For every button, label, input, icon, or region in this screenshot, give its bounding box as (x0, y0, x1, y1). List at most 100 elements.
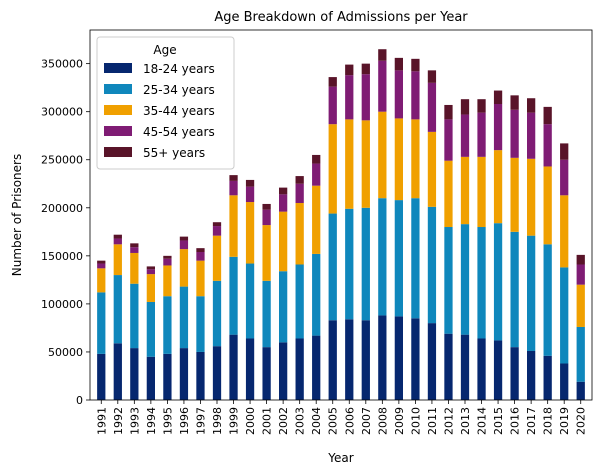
bar-segment (212, 346, 222, 400)
bar-segment (411, 198, 420, 319)
bar-segment (543, 106, 552, 125)
x-tick-label: 2007 (360, 407, 373, 435)
bar-segment (279, 342, 288, 400)
bar-segment (146, 266, 155, 270)
bar-segment (229, 175, 238, 181)
bar-segment (411, 119, 420, 199)
bar-segment (394, 57, 403, 71)
bar-segment (576, 284, 585, 327)
bar-segment (576, 326, 585, 382)
x-axis-title: Year (327, 451, 353, 465)
x-tick-label: 1995 (161, 407, 174, 435)
legend-items: 18-24 years 25-34 years 35-44 years 45-54 y… (104, 62, 215, 160)
bar-segment (229, 256, 238, 335)
bar-segment (328, 77, 337, 87)
bar-segment (460, 99, 470, 115)
y-tick-label: 350000 (41, 58, 83, 71)
bar-segment (196, 296, 205, 352)
bar-segment (130, 243, 139, 248)
bar-segment (460, 224, 470, 335)
bar-segment (444, 227, 453, 334)
x-tick-label: 2013 (459, 407, 472, 435)
bar-segment (477, 227, 486, 339)
bar-segment (477, 112, 486, 157)
bar-segment (328, 320, 337, 400)
bar-segment (179, 236, 189, 241)
bar-segment (394, 200, 403, 317)
bar-segment (361, 120, 370, 208)
bar-segment (312, 335, 321, 400)
bar-segment (543, 166, 552, 245)
bar-segment (295, 338, 304, 400)
bar-segment (361, 74, 370, 121)
x-tick-label: 2011 (426, 407, 439, 435)
bar-segment (97, 268, 106, 293)
bar-segment (196, 248, 205, 252)
bar-segment (312, 154, 321, 164)
x-tick-label: 2002 (277, 407, 290, 435)
x-tick-label: 2018 (542, 407, 555, 435)
x-tick-label: 2003 (294, 407, 307, 435)
bar-segment (262, 347, 271, 400)
legend-label: 45-54 years (143, 125, 215, 139)
bar-segment (560, 143, 569, 160)
bar-segment (394, 70, 403, 119)
bar-segment (163, 265, 172, 297)
bar-segment (229, 180, 238, 196)
bar-segment (477, 156, 486, 228)
bar-segment (493, 223, 503, 341)
bar-segment (295, 264, 304, 339)
bar-segment (130, 247, 139, 253)
y-tick-label: 150000 (41, 250, 83, 263)
bar-segment (493, 340, 503, 400)
x-tick-label: 2001 (261, 407, 274, 435)
bar-segment (510, 347, 519, 400)
bar-segment (130, 283, 139, 349)
bar-segment (560, 363, 569, 400)
x-tick-label: 1991 (95, 407, 108, 435)
bar-segment (510, 95, 519, 110)
bar-segment (212, 222, 222, 227)
x-tick-label: 2019 (558, 407, 571, 435)
bar-segment (510, 109, 519, 158)
bar-segment (394, 118, 403, 201)
bar-segment (361, 63, 370, 75)
bar-segment (527, 350, 536, 400)
bar-segment (460, 156, 470, 225)
x-tick-label: 2015 (492, 407, 505, 435)
bar-segment (427, 82, 437, 132)
bar-segment (460, 334, 470, 400)
bar-segment (493, 104, 503, 151)
bar-segment (312, 185, 321, 254)
legend-swatch (104, 147, 132, 157)
bar-segment (378, 198, 387, 316)
bar-segment (279, 271, 288, 343)
x-tick-label: 2016 (509, 407, 522, 435)
legend-swatch (104, 105, 132, 115)
legend-label: 55+ years (143, 146, 205, 160)
bar-segment (427, 70, 437, 83)
bar-segment (460, 114, 470, 157)
legend-swatch (104, 126, 132, 136)
bar-segment (179, 240, 189, 250)
bar-segment (493, 90, 503, 104)
bar-segment (378, 111, 387, 199)
bar-segment (345, 75, 354, 120)
bar-segment (262, 209, 271, 226)
bar-segment (113, 234, 122, 239)
plot-frame (89, 29, 593, 401)
y-tick-label: 50000 (48, 346, 83, 359)
x-tick-label: 2000 (244, 407, 257, 435)
bar-segment (345, 319, 354, 400)
legend-label: 35-44 years (143, 104, 215, 118)
bar-segment (245, 338, 255, 400)
bar-segment (378, 315, 387, 400)
legend-swatch (104, 84, 132, 94)
bar-segment (113, 238, 122, 245)
bar-segment (527, 235, 536, 351)
bar-segment (245, 202, 255, 264)
bar-segment (576, 381, 585, 400)
x-tick-label: 1992 (112, 407, 125, 435)
bar-segment (527, 158, 536, 236)
bar-segment (146, 274, 155, 302)
